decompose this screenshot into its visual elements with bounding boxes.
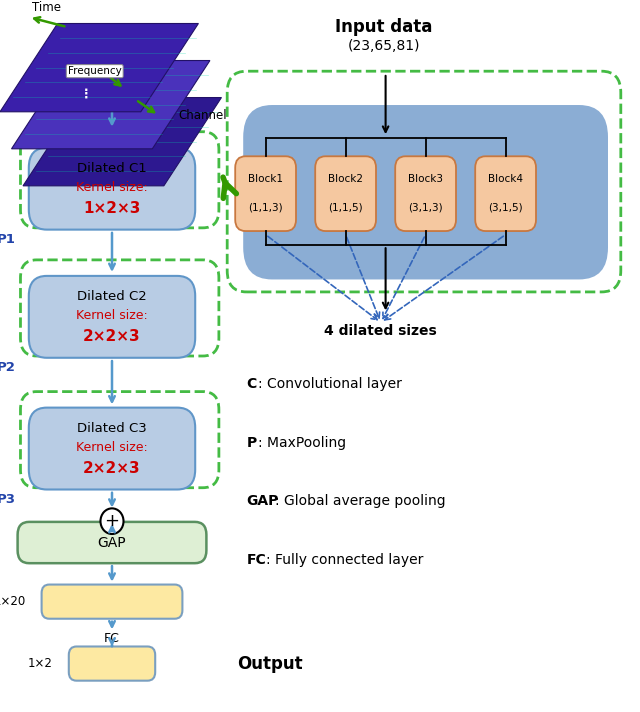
FancyBboxPatch shape [243, 105, 608, 280]
Text: Output: Output [237, 654, 303, 673]
FancyBboxPatch shape [17, 522, 206, 563]
Text: 4 dilated sizes: 4 dilated sizes [324, 324, 437, 338]
Polygon shape [12, 61, 210, 149]
FancyBboxPatch shape [396, 157, 456, 231]
FancyBboxPatch shape [29, 148, 195, 229]
FancyBboxPatch shape [68, 646, 155, 681]
Text: (3,1,5): (3,1,5) [488, 203, 523, 213]
Text: (1,1,3): (1,1,3) [248, 203, 283, 213]
Text: 1×2: 1×2 [28, 657, 52, 670]
Text: Frequency: Frequency [68, 66, 122, 76]
Text: Kernel size:: Kernel size: [76, 309, 148, 322]
FancyBboxPatch shape [29, 407, 195, 490]
Text: : Global average pooling: : Global average pooling [275, 494, 445, 508]
Text: 2×2×3: 2×2×3 [83, 329, 141, 345]
Text: : Convolutional layer: : Convolutional layer [258, 377, 402, 392]
Text: (23,65,81): (23,65,81) [348, 39, 420, 53]
Text: FC: FC [246, 553, 266, 567]
Text: Channel: Channel [178, 109, 227, 122]
Text: (3,1,3): (3,1,3) [408, 203, 443, 213]
Text: P: P [246, 436, 257, 450]
Text: P3: P3 [0, 493, 16, 506]
Text: Input data: Input data [335, 18, 433, 36]
Text: Block2: Block2 [328, 174, 363, 184]
Text: Time: Time [31, 1, 61, 14]
Text: Dilated C2: Dilated C2 [77, 290, 147, 303]
Text: Block3: Block3 [408, 174, 443, 184]
Text: P2: P2 [0, 361, 16, 374]
Text: 2×2×3: 2×2×3 [83, 461, 141, 476]
Text: C: C [246, 377, 257, 392]
Text: Dilated C1: Dilated C1 [77, 162, 147, 175]
Text: 1×20: 1×20 [0, 595, 26, 608]
Text: GAP: GAP [98, 535, 126, 550]
FancyBboxPatch shape [29, 276, 195, 357]
Text: Dilated C3: Dilated C3 [77, 422, 147, 435]
Text: GAP: GAP [246, 494, 279, 508]
FancyBboxPatch shape [316, 157, 376, 231]
FancyBboxPatch shape [236, 157, 296, 231]
FancyBboxPatch shape [476, 157, 536, 231]
Circle shape [100, 508, 124, 534]
Text: FC: FC [104, 632, 120, 645]
Polygon shape [0, 23, 198, 112]
Text: Kernel size:: Kernel size: [76, 441, 148, 454]
Text: P1: P1 [0, 233, 16, 246]
FancyBboxPatch shape [42, 585, 182, 619]
Text: +: + [104, 512, 120, 530]
Text: Block1: Block1 [248, 174, 283, 184]
Text: (1,1,5): (1,1,5) [328, 203, 363, 213]
Text: : Fully connected layer: : Fully connected layer [266, 553, 424, 567]
Text: Block4: Block4 [488, 174, 523, 184]
Polygon shape [23, 98, 221, 186]
Text: : MaxPooling: : MaxPooling [258, 436, 346, 450]
Text: Kernel size:: Kernel size: [76, 181, 148, 194]
Text: 1×2×3: 1×2×3 [83, 201, 141, 216]
Text: ⋮: ⋮ [80, 88, 93, 100]
